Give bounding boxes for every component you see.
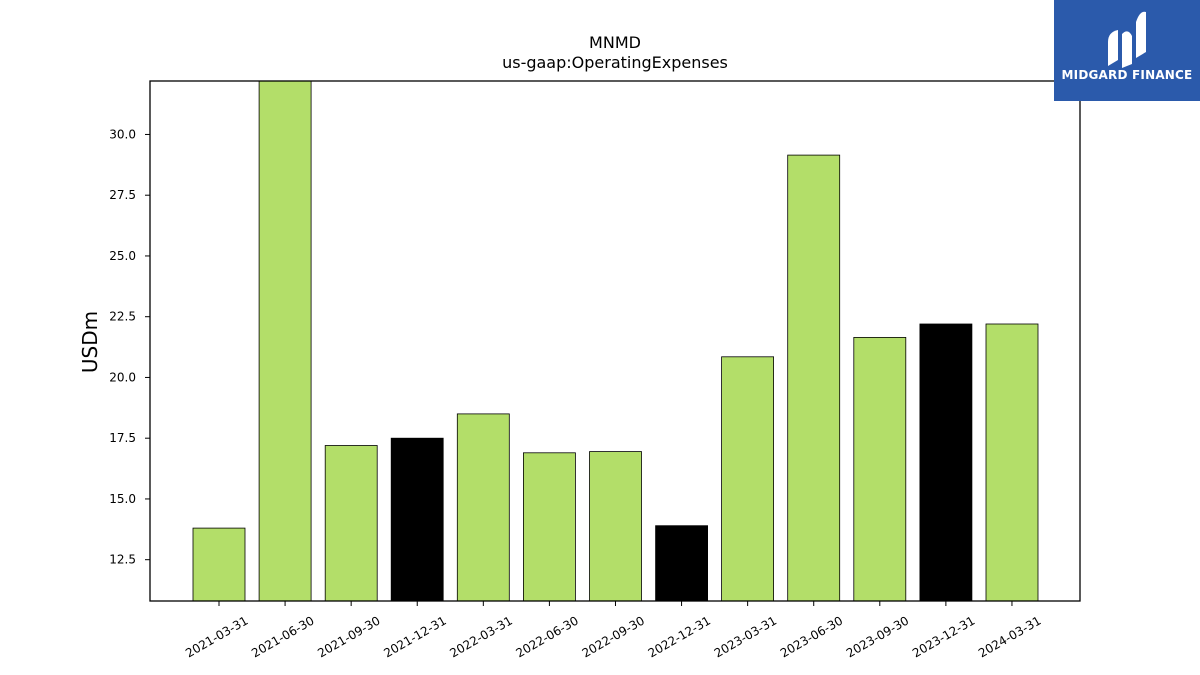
y-tick-label: 15.0: [109, 492, 136, 506]
midgard-finance-logo: MIDGARD FINANCE: [1054, 0, 1200, 101]
x-tick-label: 2023-09-30: [844, 613, 911, 660]
plot-frame: [149, 80, 1081, 602]
midgard-logo-icon: [1108, 11, 1146, 68]
y-tick-label: 22.5: [109, 310, 136, 324]
bar-2022-03-31: [456, 413, 510, 602]
y-tick-label: 17.5: [109, 431, 136, 445]
bar-2024-03-31: [985, 323, 1039, 602]
bar-2022-12-31: [655, 525, 708, 602]
y-axis-label: USDm: [78, 311, 102, 373]
bar-2023-09-30: [853, 336, 907, 602]
chart-title: MNMD: [589, 33, 641, 52]
bar-2021-09-30: [324, 445, 378, 602]
logo-text: MIDGARD FINANCE: [1061, 68, 1193, 82]
bar-2023-12-31: [919, 323, 973, 602]
chart-subtitle: us-gaap:OperatingExpenses: [502, 53, 728, 72]
x-tick-label: 2022-06-30: [513, 613, 580, 660]
x-tick-label: 2022-12-31: [646, 613, 713, 660]
x-tick-label: 2021-03-31: [183, 613, 250, 660]
bar-2021-06-30: [258, 80, 312, 602]
x-tick-label: 2023-03-31: [712, 613, 779, 660]
x-tick-label: 2021-12-31: [381, 613, 448, 660]
bar-2023-03-31: [721, 356, 774, 602]
y-tick-label: 27.5: [109, 188, 136, 202]
bar-2022-09-30: [589, 451, 642, 602]
x-tick-label: 2022-03-31: [447, 613, 514, 660]
y-tick-label: 12.5: [109, 553, 136, 567]
x-tick-label: 2021-06-30: [249, 613, 316, 660]
x-tick-label: 2022-09-30: [580, 613, 647, 660]
x-tick-label: 2021-09-30: [315, 613, 382, 660]
x-tick-label: 2023-12-31: [910, 613, 977, 660]
bar-2021-03-31: [192, 527, 246, 602]
y-tick-label: 25.0: [109, 249, 136, 263]
x-tick-label: 2024-03-31: [976, 613, 1043, 660]
bar-2023-06-30: [787, 154, 841, 602]
bar-2021-12-31: [390, 437, 444, 602]
x-tick-label: 2023-06-30: [778, 613, 845, 660]
y-tick-label: 20.0: [109, 370, 136, 384]
bar-2022-06-30: [523, 452, 576, 602]
y-tick-label: 30.0: [109, 127, 136, 141]
